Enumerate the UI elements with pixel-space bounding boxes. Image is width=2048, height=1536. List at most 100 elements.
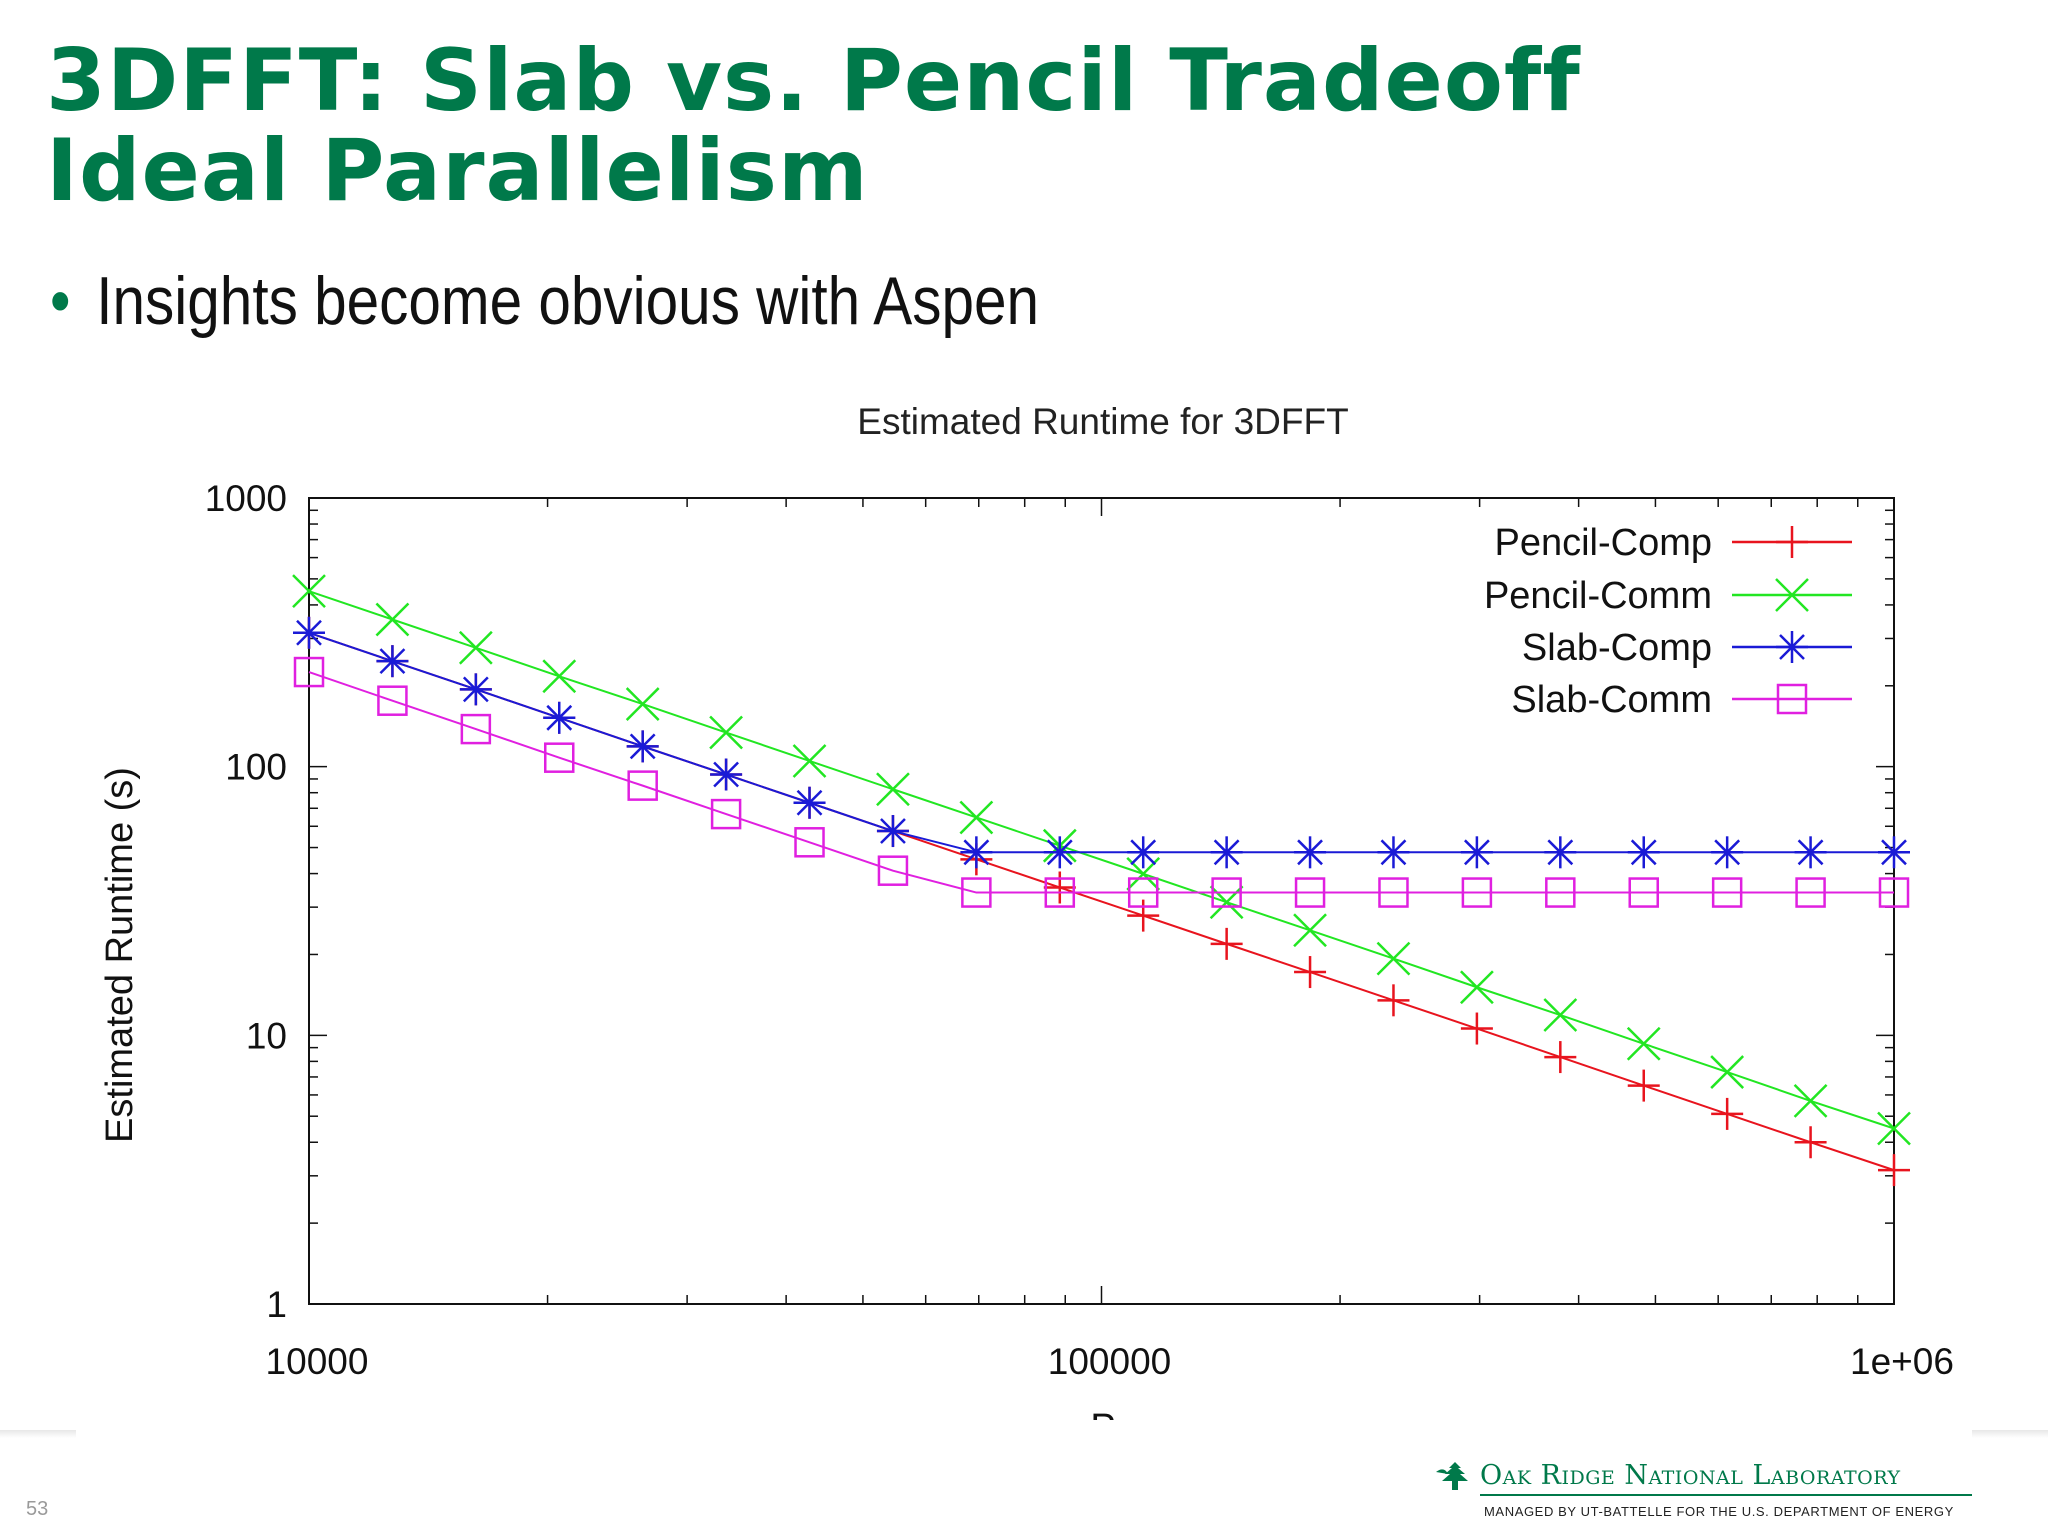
data-point (626, 730, 659, 763)
data-point (959, 800, 994, 835)
data-point (1794, 836, 1827, 869)
data-point (1127, 899, 1160, 932)
chart-title: Estimated Runtime for 3DFFT (857, 401, 1348, 442)
legend-marker (1776, 683, 1808, 715)
legend-label: Pencil-Comp (1494, 522, 1712, 564)
data-point (1294, 877, 1326, 908)
bullet-item: • Insights become obvious with Aspen (50, 262, 1039, 340)
data-point (710, 798, 742, 830)
y-tick-labels: 1 10 100 1000 (205, 478, 287, 1325)
data-point (793, 786, 826, 819)
bullet-dot-icon: • (50, 263, 71, 339)
org-divider (1480, 1494, 1972, 1496)
data-point (1711, 836, 1744, 869)
data-point (1293, 913, 1327, 948)
data-point (458, 630, 493, 665)
data-point (542, 659, 577, 694)
org-tagline: MANAGED BY UT-BATTELLE FOR THE U.S. DEPA… (1484, 1504, 1954, 1519)
data-point (543, 701, 576, 734)
data-point (1209, 885, 1244, 920)
data-point (710, 758, 743, 791)
data-point (627, 770, 658, 801)
data-point (1377, 984, 1410, 1017)
page-number: 53 (26, 1498, 49, 1520)
data-point (1545, 877, 1576, 908)
ornl-logo: Oak Ridge National Laboratory MANAGED BY… (1434, 1460, 1974, 1526)
data-point (375, 602, 410, 637)
data-point (1544, 1041, 1577, 1074)
y-tick-label: 10 (246, 1015, 287, 1056)
data-point (1210, 836, 1243, 869)
series-slab-comp (293, 616, 1910, 869)
data-point (1460, 836, 1493, 869)
legend-label: Pencil-Comm (1484, 575, 1712, 617)
data-point (1877, 1111, 1911, 1146)
data-point (625, 687, 660, 721)
data-point (1044, 877, 1076, 908)
data-point (1795, 877, 1826, 908)
legend-item-pencil-comp: Pencil-Comp (1494, 522, 1852, 564)
legend-label: Slab-Comp (1522, 627, 1712, 669)
data-point (1711, 1097, 1744, 1130)
data-point (1127, 836, 1160, 869)
chart-legend: Pencil-Comp Pencil-Comm Slab-Comp Slab-Comm (1484, 522, 1852, 721)
series-slab-comm (293, 656, 1910, 908)
data-point (1626, 1026, 1661, 1061)
x-tick-labels: 10000 100000 1e+06 (266, 1341, 1954, 1382)
data-point (1211, 877, 1242, 908)
legend-marker (1775, 578, 1809, 612)
data-point (1628, 877, 1659, 908)
runtime-chart: Estimated Runtime for 3DFFT 10000 100000 1… (99, 401, 1954, 1420)
data-point (292, 574, 326, 609)
data-point (876, 815, 909, 848)
data-point (1043, 836, 1076, 869)
data-point (1377, 836, 1410, 869)
legend-item-slab-comp: Slab-Comp (1522, 627, 1852, 669)
data-point (877, 855, 909, 886)
data-point (377, 685, 408, 716)
data-point (1794, 1126, 1827, 1159)
data-point (961, 877, 992, 908)
legend-item-slab-comm: Slab-Comm (1511, 679, 1852, 721)
series-layer (292, 574, 1911, 1187)
slide-title: 3DFFT: Slab vs. Pencil Tradeoff Ideal Pa… (46, 36, 1581, 216)
data-point (1461, 877, 1493, 908)
data-point (460, 713, 492, 745)
data-point (293, 616, 325, 649)
legend-marker (1776, 526, 1808, 558)
tree-icon (1436, 1462, 1468, 1490)
data-point (1210, 927, 1243, 960)
data-point (1543, 998, 1578, 1032)
data-point (1460, 1012, 1493, 1045)
data-point (1793, 1084, 1828, 1118)
footer-shadow-left (0, 1430, 76, 1438)
data-point (1043, 871, 1076, 904)
data-point (293, 656, 325, 688)
x-tick-label: 100000 (1048, 1341, 1171, 1382)
data-point (1460, 970, 1494, 1005)
y-tick-label: 1000 (205, 478, 287, 519)
slide-title-line2: Ideal Parallelism (46, 121, 869, 221)
axis-ticks (308, 498, 1894, 1305)
legend-item-pencil-comm: Pencil-Comm (1484, 575, 1852, 617)
y-axis-label: Estimated Runtime (s) (99, 767, 141, 1143)
data-point (1127, 877, 1159, 908)
data-point (1627, 1069, 1660, 1102)
x-axis-label: P (1090, 1407, 1115, 1420)
data-point (1376, 941, 1411, 976)
series-line (308, 590, 1895, 1130)
data-point (1878, 1154, 1910, 1187)
data-point (709, 715, 743, 750)
y-tick-label: 1 (266, 1284, 287, 1325)
data-point (1627, 836, 1660, 869)
data-point (1878, 877, 1910, 908)
bullet-text: Insights become obvious with Aspen (96, 263, 1040, 339)
data-point (1878, 836, 1910, 869)
org-name: Oak Ridge National Laboratory (1480, 1460, 1901, 1491)
x-tick-label: 1e+06 (1850, 1341, 1954, 1382)
data-point (376, 645, 409, 678)
data-point (1294, 836, 1327, 869)
slide-title-line1: 3DFFT: Slab vs. Pencil Tradeoff (46, 31, 1581, 131)
data-point (459, 673, 492, 706)
legend-label: Slab-Comm (1511, 679, 1712, 721)
